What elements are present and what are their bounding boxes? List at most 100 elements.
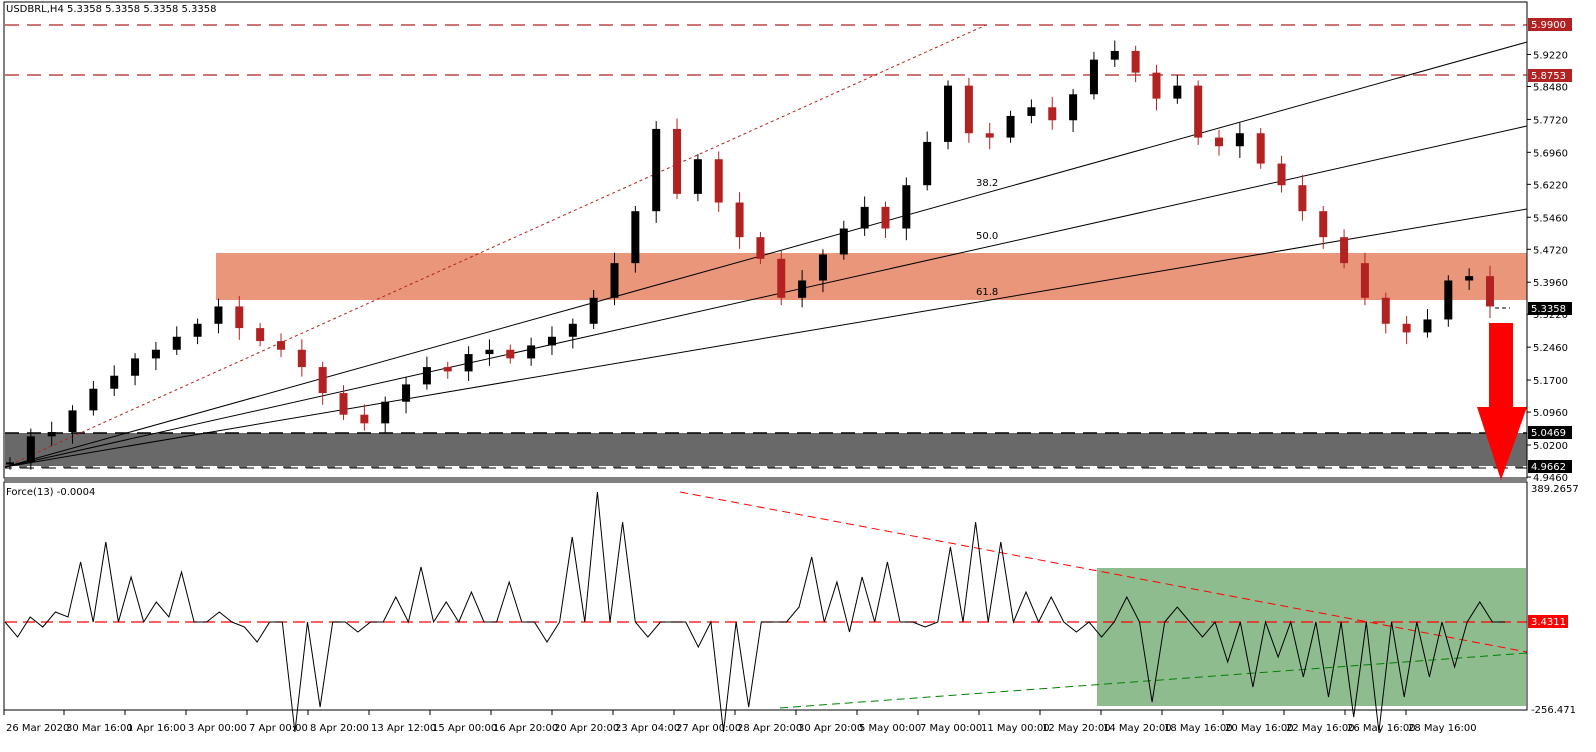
time-tick-label: 7 Apr 00:00 — [249, 723, 308, 734]
bull-candle — [568, 323, 577, 337]
bear-candle — [1215, 137, 1224, 147]
bull-candle — [6, 462, 14, 465]
bull-candle — [839, 228, 848, 255]
bear-candle — [1360, 263, 1369, 298]
bull-candle — [485, 349, 494, 355]
price-tick-label: 5.2460 — [1533, 343, 1568, 354]
time-tick-label: 22 May 16:00 — [1286, 723, 1355, 734]
bull-candle — [860, 206, 869, 229]
price-tick-label: 5.3220 — [1533, 310, 1568, 321]
bear-candle — [1048, 107, 1057, 121]
bear-candle — [506, 349, 515, 359]
level-tag-5-9900: 5.9900 — [1531, 20, 1566, 31]
force-axis: 389.2657 -256.471 3.4311 — [1526, 482, 1579, 716]
bull-candle — [1235, 133, 1244, 147]
time-tick-label: 12 May 20:00 — [1042, 723, 1111, 734]
bull-candle — [1027, 107, 1036, 116]
price-tick-label: 5.7720 — [1533, 115, 1568, 126]
bull-candle — [193, 323, 202, 337]
bear-candle — [318, 367, 327, 394]
bull-candle — [798, 280, 807, 298]
price-tick-label: 4.9460 — [1533, 473, 1568, 484]
bull-candle — [26, 436, 35, 463]
bull-candle — [89, 388, 98, 411]
bull-candle — [110, 375, 119, 389]
bear-candle — [1486, 276, 1494, 307]
bull-candle — [381, 401, 390, 424]
bear-candle — [964, 85, 973, 134]
level-tag-5-3358: 5.3358 — [1531, 304, 1566, 315]
bull-candle — [1444, 280, 1453, 320]
force-highlight-zone — [1097, 568, 1526, 706]
time-tick-label: 11 May 00:00 — [981, 723, 1050, 734]
price-tick-label: 5.5460 — [1533, 213, 1568, 224]
bull-candle — [818, 254, 827, 281]
bull-candle — [1089, 59, 1098, 95]
price-tick-label: 5.0960 — [1533, 408, 1568, 419]
bull-candle — [1465, 276, 1474, 281]
fib-fan-50-0 — [4, 125, 1528, 468]
time-tick-label: 13 Apr 12:00 — [371, 723, 436, 734]
bear-candle — [1381, 297, 1390, 324]
bull-candle — [422, 367, 431, 385]
time-tick-label: 20 May 16:00 — [1225, 723, 1294, 734]
time-tick-label: 26 May 16:00 — [1347, 723, 1416, 734]
bear-candle — [1340, 237, 1349, 264]
time-tick-label: 3 Apr 00:00 — [188, 723, 247, 734]
bull-candle — [1006, 115, 1015, 138]
force-level-tag: 3.4311 — [1531, 617, 1566, 628]
price-tick-label: 5.6220 — [1533, 180, 1568, 191]
force-descending-trendline — [679, 491, 1528, 653]
bull-candle — [1423, 319, 1432, 333]
bull-candle — [693, 159, 702, 194]
time-tick-label: 30 Apr 20:00 — [798, 723, 863, 734]
price-tick-label: 5.6960 — [1533, 148, 1568, 159]
bear-candle — [256, 328, 265, 342]
time-tick-label: 5 May 00:00 — [859, 723, 921, 734]
bull-candle — [68, 410, 77, 433]
bear-candle — [297, 349, 306, 368]
time-tick-label: 23 Apr 04:00 — [615, 723, 680, 734]
chart-title: USDBRL,H4 5.3358 5.3358 5.3358 5.3358 — [6, 4, 217, 15]
bull-candle — [151, 349, 160, 359]
bull-candle — [631, 211, 640, 264]
fib-fan-baseline — [4, 24, 987, 468]
fib-fan-61-8 — [4, 208, 1528, 468]
time-tick-label: 30 Mar 16:00 — [66, 723, 133, 734]
level-tag-5-0469: 5.0469 — [1531, 428, 1566, 439]
bear-candle — [777, 258, 786, 298]
bull-candle — [1069, 94, 1078, 121]
fib-fan-38-2 — [4, 41, 1528, 468]
candlestick-series — [6, 40, 1494, 470]
bear-candle — [756, 237, 765, 259]
time-tick-label: 27 Apr 00:00 — [676, 723, 741, 734]
bear-candle — [360, 414, 369, 424]
bull-candle — [547, 336, 556, 346]
bull-candle — [47, 432, 56, 437]
bull-candle — [464, 354, 473, 372]
force-axis-max: 389.2657 — [1531, 484, 1579, 495]
bear-candle — [985, 133, 994, 138]
time-tick-label: 16 Apr 20:00 — [493, 723, 558, 734]
price-tick-label: 5.9220 — [1533, 50, 1568, 61]
level-tag-4-9662: 4.9662 — [1531, 462, 1566, 473]
bear-candle — [1256, 133, 1265, 164]
bull-candle — [1110, 50, 1119, 60]
price-tick-label: 5.4720 — [1533, 245, 1568, 256]
force-index-line — [4, 491, 1505, 733]
fib-label-38-2: 38.2 — [976, 178, 998, 189]
bull-candle — [131, 358, 140, 376]
force-pane — [3, 479, 1528, 733]
price-tick-label: 5.8480 — [1533, 82, 1568, 93]
down-arrow-icon — [1477, 323, 1527, 480]
bear-candle — [1152, 72, 1161, 99]
bear-candle — [235, 306, 244, 329]
resistance-zone — [216, 253, 1527, 300]
support-zone — [5, 433, 1527, 468]
time-tick-label: 18 May 16:00 — [1164, 723, 1233, 734]
bear-candle — [735, 202, 744, 238]
fib-label-50-0: 50.0 — [976, 231, 998, 242]
price-axis: 5.9220 5.8480 5.7720 5.6960 5.6220 5.5460 5.47… — [1526, 2, 1572, 484]
